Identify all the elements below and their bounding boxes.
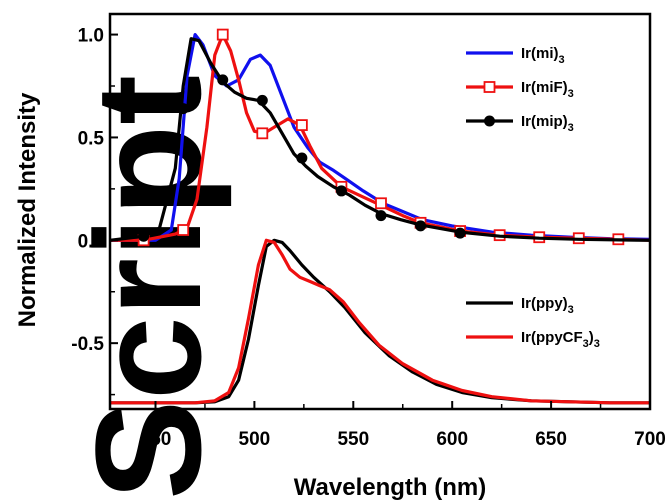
series-marker-1-1 [177, 224, 190, 236]
legend-label-bottom-0: Ir(ppy)3 [521, 295, 574, 316]
axes: 450 500 550 600 650 700 -0.5 0.0 0.5 1.0 [71, 12, 666, 450]
series-marker-1-3 [256, 127, 269, 140]
legend: Ir(mi)3 Ir(miF)3 Ir(mip)3 Ir(ppy)3 Ir(ppyCF3… [466, 45, 600, 350]
x-tick-label-4: 650 [535, 429, 567, 450]
x-tick-label-2: 550 [337, 429, 369, 450]
series-marker-2-1 [177, 103, 189, 115]
x-tick-label-5: 700 [634, 429, 666, 450]
series-marker-1-6 [375, 197, 387, 210]
legend-label-top-2: Ir(mip)3 [521, 113, 574, 134]
series-marker-2-5 [335, 185, 347, 197]
y-axis-title: Normalized Intensity [14, 92, 41, 327]
series-marker-1-2 [216, 28, 229, 41]
series-line-2 [109, 37, 651, 242]
series-marker-2-2 [217, 74, 229, 86]
x-tick-label-3: 600 [436, 429, 468, 450]
legend-label-bottom-1: Ir(ppyCF3)3 [521, 329, 600, 350]
series-marker-2-7 [415, 220, 427, 232]
legend-marker-top-2 [484, 115, 495, 127]
legend-marker-top-1 [483, 81, 496, 93]
x-tick-label-0: 450 [140, 429, 172, 450]
y-tick-label-0: -0.5 [71, 334, 104, 355]
plot-frame [108, 12, 652, 411]
series-marker-2-8 [454, 227, 466, 239]
plot-area [109, 28, 651, 405]
x-axis-title: Wavelength (nm) [294, 474, 486, 500]
series-marker-2-0 [138, 230, 150, 242]
series-line-4 [110, 238, 650, 405]
y-tick-label-2: 0.5 [78, 128, 105, 149]
series-marker-2-3 [256, 94, 268, 106]
series-marker-1-4 [295, 119, 308, 131]
series-marker-2-4 [296, 152, 308, 164]
y-tick-label-1: 0.0 [78, 231, 104, 252]
series-marker-2-6 [375, 210, 387, 222]
y-tick-label-3: 1.0 [78, 26, 104, 47]
x-tick-label-1: 500 [239, 429, 271, 450]
legend-label-top-1: Ir(miF)3 [521, 79, 574, 100]
legend-label-top-0: Ir(mi)3 [521, 45, 565, 66]
